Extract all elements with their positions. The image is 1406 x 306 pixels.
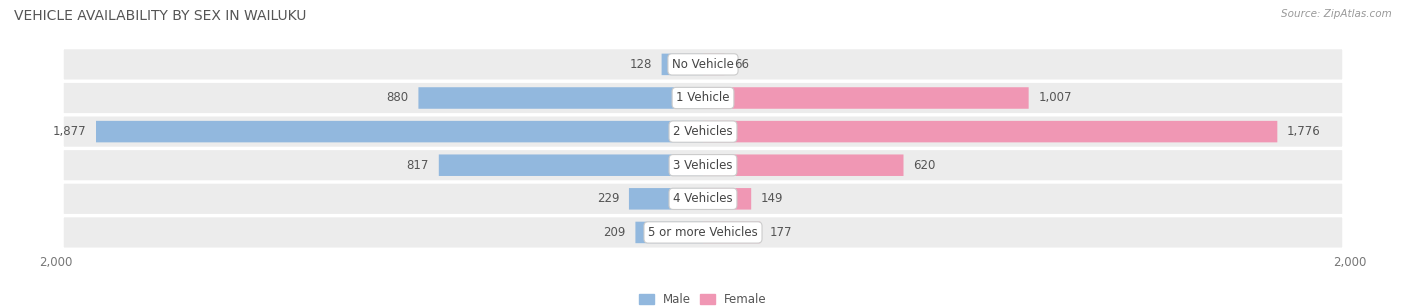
FancyBboxPatch shape [63, 183, 1343, 215]
FancyBboxPatch shape [419, 87, 703, 109]
Text: 5 or more Vehicles: 5 or more Vehicles [648, 226, 758, 239]
Text: 3 Vehicles: 3 Vehicles [673, 159, 733, 172]
FancyBboxPatch shape [703, 188, 751, 210]
FancyBboxPatch shape [63, 216, 1343, 248]
Text: 4 Vehicles: 4 Vehicles [673, 192, 733, 205]
Legend: Male, Female: Male, Female [634, 288, 772, 306]
Text: 66: 66 [734, 58, 749, 71]
FancyBboxPatch shape [628, 188, 703, 210]
Text: 817: 817 [406, 159, 429, 172]
Text: 1 Vehicle: 1 Vehicle [676, 91, 730, 104]
Text: 177: 177 [770, 226, 793, 239]
FancyBboxPatch shape [662, 54, 703, 75]
FancyBboxPatch shape [96, 121, 703, 142]
Text: 1,776: 1,776 [1286, 125, 1320, 138]
FancyBboxPatch shape [703, 121, 1277, 142]
Text: 880: 880 [387, 91, 409, 104]
Text: 149: 149 [761, 192, 783, 205]
FancyBboxPatch shape [63, 149, 1343, 181]
Text: 128: 128 [630, 58, 652, 71]
FancyBboxPatch shape [63, 48, 1343, 80]
FancyBboxPatch shape [703, 155, 904, 176]
FancyBboxPatch shape [703, 54, 724, 75]
Text: Source: ZipAtlas.com: Source: ZipAtlas.com [1281, 9, 1392, 19]
FancyBboxPatch shape [63, 115, 1343, 148]
Text: 1,877: 1,877 [52, 125, 86, 138]
FancyBboxPatch shape [439, 155, 703, 176]
Text: 620: 620 [914, 159, 935, 172]
Text: 209: 209 [603, 226, 626, 239]
FancyBboxPatch shape [703, 87, 1029, 109]
Text: VEHICLE AVAILABILITY BY SEX IN WAILUKU: VEHICLE AVAILABILITY BY SEX IN WAILUKU [14, 9, 307, 23]
FancyBboxPatch shape [63, 82, 1343, 114]
Text: 2 Vehicles: 2 Vehicles [673, 125, 733, 138]
FancyBboxPatch shape [703, 222, 761, 243]
Text: No Vehicle: No Vehicle [672, 58, 734, 71]
FancyBboxPatch shape [636, 222, 703, 243]
Text: 229: 229 [596, 192, 619, 205]
Text: 1,007: 1,007 [1039, 91, 1071, 104]
